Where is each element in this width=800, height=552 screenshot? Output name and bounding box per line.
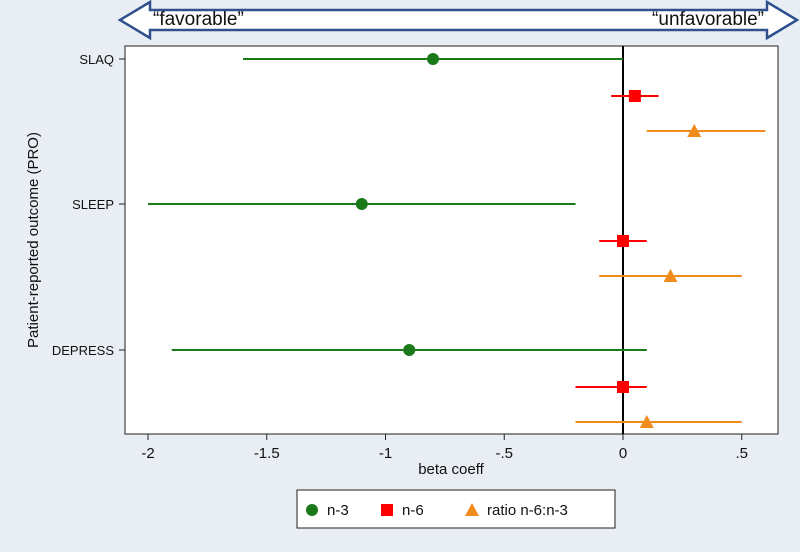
legend-marker-n-6 (381, 504, 393, 516)
legend-label-n-6: n-6 (402, 502, 424, 519)
category-label: SLAQ (79, 52, 114, 67)
legend: n-3 n-6 ratio n-6:n-3 (306, 502, 568, 519)
point-n-6 (628, 90, 641, 102)
point-n-3 (427, 53, 439, 65)
chart-marks (148, 46, 766, 434)
x-tick-label: .5 (735, 445, 748, 462)
favorable-label: “favorable” (153, 9, 244, 30)
category-label: DEPRESS (52, 343, 114, 358)
x-tick-label: -1.5 (254, 445, 280, 462)
plot-area (124, 45, 779, 435)
legend-label-ratio-n-6-n-3: ratio n-6:n-3 (487, 502, 568, 519)
legend-marker-ratio-n-6-n-3 (465, 503, 479, 516)
x-tick-label: -1 (379, 445, 392, 462)
x-tick-label: 0 (619, 445, 627, 462)
x-axis-title: beta coeff (418, 461, 484, 478)
point-ratio-n-6-n-3 (663, 269, 678, 282)
legend-box (296, 489, 616, 529)
point-n-3 (355, 198, 368, 210)
point-ratio-n-6-n-3 (639, 415, 654, 428)
y-axis-categories: SLAQ SLEEP DEPRESS (52, 52, 125, 358)
direction-arrow: “favorable” “unfavorable” (117, 0, 800, 41)
x-tick-label: -2 (141, 445, 154, 462)
x-tick-label: -.5 (495, 445, 513, 462)
double-arrow-shape (117, 0, 800, 41)
point-n-3 (403, 344, 416, 356)
category-label: SLEEP (72, 197, 114, 212)
point-n-6 (617, 235, 629, 247)
y-axis-title: Patient-reported outcome (PRO) (25, 132, 42, 348)
point-n-6 (617, 381, 629, 393)
point-ratio-n-6-n-3 (687, 124, 702, 137)
unfavorable-label: “unfavorable” (652, 9, 764, 30)
x-axis: -2 -1.5 -1 -.5 0 .5 (141, 434, 748, 462)
legend-marker-n-3 (306, 504, 318, 516)
legend-label-n-3: n-3 (327, 502, 349, 519)
